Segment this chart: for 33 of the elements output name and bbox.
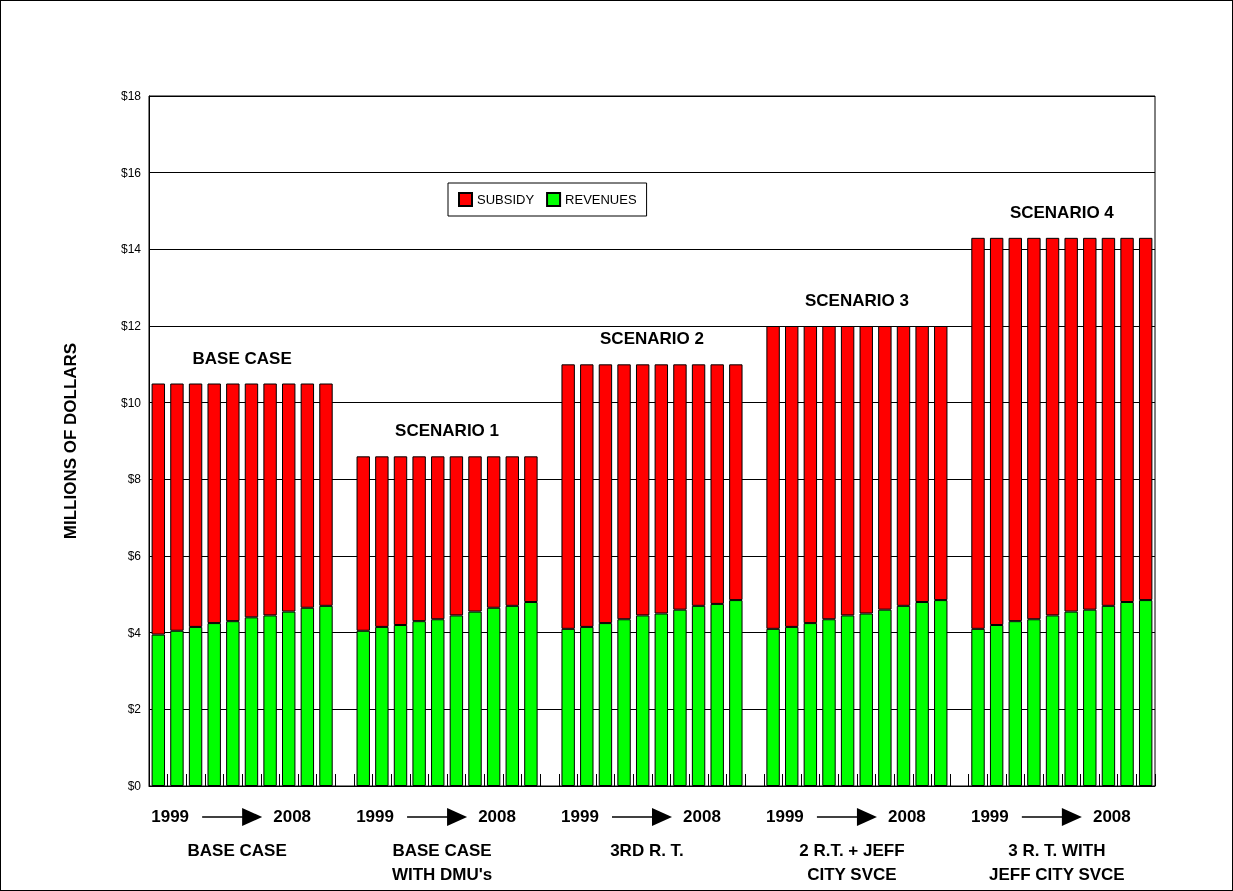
legend-label: REVENUES (565, 192, 637, 207)
y-tick-label: $6 (127, 549, 142, 563)
text: 1999 (970, 807, 1009, 826)
annotation: SCENARIO 3 (804, 291, 909, 310)
text: 1999 (356, 807, 394, 826)
text: 1999 (151, 807, 190, 826)
text: BASE CASE WITH DMU's (391, 840, 493, 884)
text: 3 R. T. WITH JEFF CITY SVCE (988, 840, 1125, 884)
y-tick-label: $4 (127, 625, 142, 640)
annotation: BASE CASE (192, 348, 292, 368)
y-tick-label: $16 (120, 165, 142, 180)
text: 1999 (561, 807, 599, 826)
y-axis-title: MILLIONS OF DOLLARS (61, 342, 80, 540)
y-tick-label: $18 (120, 89, 142, 103)
text: 2008 (273, 807, 312, 826)
y-tick-label: $10 (120, 395, 142, 410)
y-tick-label: $8 (127, 472, 142, 487)
text: 3RD R. T. (610, 840, 684, 860)
y-tick-label: $0 (127, 779, 142, 793)
text: 2008 (888, 807, 926, 826)
annotation: SCENARIO 2 (600, 329, 704, 349)
text: 2008 (683, 807, 721, 826)
text: BASE CASE (187, 840, 287, 860)
text: 2008 (478, 807, 516, 826)
text: 1999 (766, 807, 804, 826)
annotation: SCENARIO 4 (1009, 202, 1115, 222)
y-tick-label: $12 (120, 319, 142, 333)
text: 2 R.T. + JEFF CITY SVCE (799, 840, 905, 884)
annotation: SCENARIO 1 (395, 421, 500, 441)
text: 2008 (1092, 807, 1131, 826)
y-tick-label: $2 (127, 702, 142, 717)
legend-label: SUBSIDY (477, 192, 535, 207)
y-tick-label: $14 (120, 242, 142, 257)
